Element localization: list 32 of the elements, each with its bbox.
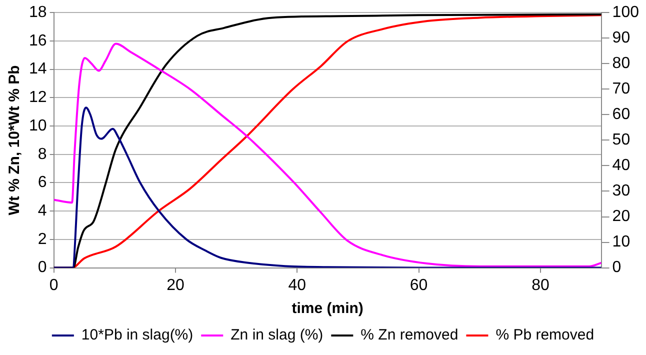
y-tick-label: 2 [38, 230, 47, 248]
x-tick-label: 20 [166, 276, 184, 294]
y-tick-label: 14 [29, 60, 47, 78]
legend-label: Zn in slag (%) [230, 326, 324, 344]
legend-label: % Pb removed [496, 326, 594, 344]
x-tick-label: 60 [410, 276, 428, 294]
y-tick-label: 4 [38, 202, 47, 220]
y-tick-label: 6 [38, 174, 47, 192]
y2-tick-label: 10 [612, 234, 630, 251]
y-tick-label: 8 [38, 146, 47, 163]
legend-label: % Zn removed [360, 326, 458, 344]
y-tick-label: 0 [38, 259, 47, 276]
y-tick-label: 18 [29, 4, 47, 22]
y2-tick-label: 30 [612, 182, 630, 200]
y2-tick-label: 0 [612, 259, 622, 276]
y-tick-label: 12 [29, 89, 47, 106]
y2-tick-label: 40 [612, 157, 630, 174]
y2-tick-label: 90 [612, 30, 630, 47]
y2-tick-label: 60 [612, 106, 630, 124]
y2-tick-label: 20 [612, 208, 630, 226]
x-axis-title: time (min) [292, 300, 364, 318]
y-tick-label: 16 [29, 32, 47, 50]
x-tick-label: 0 [49, 276, 58, 294]
y-tick-label: 10 [29, 117, 47, 134]
legend-label: 10*Pb in slag(%) [81, 326, 194, 344]
x-tick-label: 40 [288, 276, 306, 294]
x-tick-label: 80 [532, 276, 550, 294]
y-axis-title: Wt % Zn, 10*Wt % Pb [6, 65, 24, 216]
y2-tick-label: 50 [612, 132, 630, 149]
y2-tick-label: 70 [612, 80, 630, 98]
y2-tick-label: 80 [612, 55, 630, 72]
y2-tick-label: 100 [612, 4, 640, 22]
